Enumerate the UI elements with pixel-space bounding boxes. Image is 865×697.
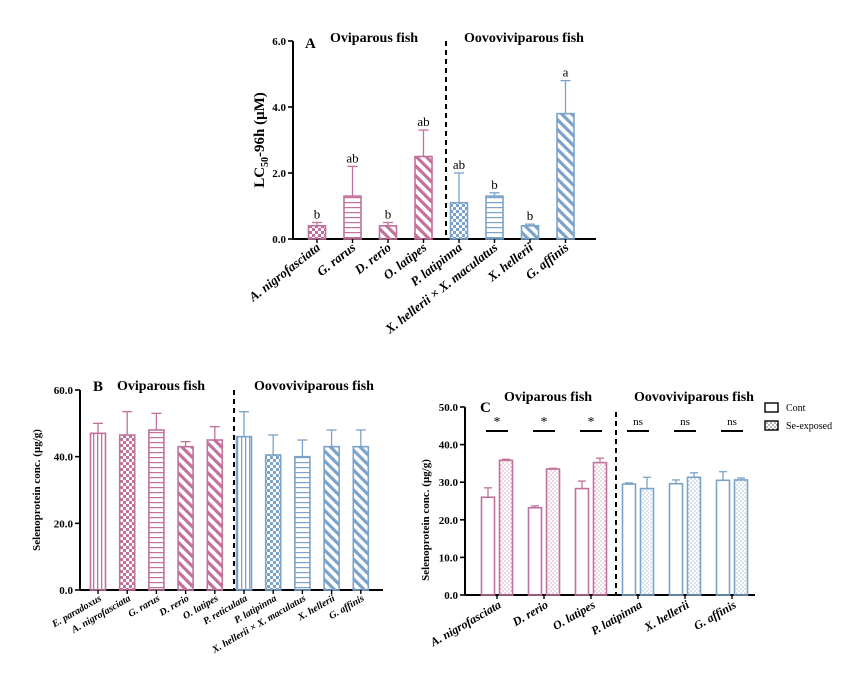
panel-a-significance-letter: b [385,207,392,222]
panel-a-y-tick-label: 2.0 [272,168,286,180]
panel-a-bar-g-affinis [556,112,575,240]
panel-c-bar-cont-a-nigrofasciata [480,496,496,596]
panel-b-bar-g-affinis [352,445,370,591]
panel-b-bar-o-latipes [206,439,224,591]
panel-c-y-tick-label: 0.0 [444,590,458,602]
panel-c-significance-mark: ns [727,416,737,428]
panel-c-bar-cont-p-latipinna [621,483,637,596]
panel-c-bar-se-exposed-x-hellerii [686,476,702,596]
panel-b-bar-p-latipinna [264,454,282,591]
panel-c-chart: 0.0 10.0 20.0 30.0 40.0 50.0 * A. nigrofasciata… [427,402,755,650]
panel-a-significance-letter: b [527,208,534,223]
panel-c-significance-mark: * [541,415,548,430]
panel-a-bar-a-nigrofasciata [307,225,327,240]
panel-c-y-tick-label: 10.0 [439,552,459,564]
panel-b-bar-p-reticulata [235,435,253,591]
panel-c-y-axis-label: Selenoprotein conc. (μg/g) [420,459,432,581]
panel-a-significance-letter: ab [453,157,465,172]
panel-b-bar-a-nigrofasciata [118,434,136,591]
panel-a-letter: A [305,36,316,52]
panel-b-bar-d-rerio [177,445,194,591]
panel-c-title-oviparous: Oviparous fish [504,390,592,405]
panel-c-significance-mark: * [494,415,501,430]
panel-b-y-axis-label: Selenoprotein conc. (μg/g) [31,429,43,551]
panel-b-bar-g-rarus [148,429,165,591]
panel-c-bar-cont-x-hellerii [668,482,684,596]
panel-c-y-tick-label: 50.0 [439,402,459,414]
panel-a-y-tick-label: 0.0 [272,234,286,246]
panel-c-letter: C [480,400,491,416]
panel-c-x-label-a-nigrofasciata: A. nigrofasciata [427,597,504,649]
panel-c-y-tick-label: 20.0 [439,515,459,527]
panel-c-x-label-p-latipinna: P. latipinna [589,597,645,637]
panel-b-title-ovoviviparous: Oovoviviparous fish [254,379,374,394]
panel-a-significance-letter: ab [346,150,358,165]
legend-swatch-cont [764,402,779,413]
panel-b-y-tick-label: 20.0 [54,518,74,530]
panel-b-y-tick-label: 0.0 [59,585,73,597]
panel-c-bar-cont-d-rerio [527,506,543,596]
panel-a-significance-letter: ab [417,114,429,129]
panel-c-bar-se-exposed-o-latipes [592,461,608,596]
panel-a-significance-letter: b [314,207,321,222]
panel-a-bar-d-rerio [378,225,398,240]
panel-c-bar-se-exposed-p-latipinna [639,487,655,596]
panel-b-letter: B [93,379,103,395]
panel-c-y-tick-label: 40.0 [439,440,459,452]
panel-c-x-label-d-rerio: D. rerio [509,597,550,629]
panel-c-bar-se-exposed-g-affinis [733,479,749,596]
panel-a-y-tick-label: 6.0 [272,36,286,48]
panel-c-title-ovoviviparous: Oovoviviparous fish [634,390,754,405]
panel-c-y-tick-label: 30.0 [439,477,459,489]
panel-b-bar-e-paradoxus [89,432,107,591]
panel-b-bar-x-hellerii [323,445,340,591]
panel-c-x-label-g-affinis: G. affinis [691,597,739,633]
panel-b-y-tick-label: 60.0 [54,385,74,397]
legend-swatch-se-exposed [764,420,779,431]
panel-a-x-label-g-rarus: G. rarus [314,240,359,279]
panel-b-x-label-g-rarus: G. rarus [127,593,162,620]
panel-a-bar-x-hellerii [520,225,540,240]
panel-c-significance-mark: * [588,415,595,430]
panel-b-y-tick-label: 40.0 [54,452,74,464]
panel-a-title-ovoviviparous: Oovoviviparous fish [464,31,584,46]
panel-a-significance-letter: b [491,177,498,192]
panel-c-bar-cont-o-latipes [574,487,590,596]
panel-c-bar-se-exposed-d-rerio [545,468,561,596]
panel-c-bar-se-exposed-a-nigrofasciata [498,459,514,596]
panel-c-significance-mark: ns [633,416,643,428]
panel-b-title-oviparous: Oviparous fish [117,379,205,394]
legend-label-se-exposed: Se-exposed [786,421,832,432]
panel-c-x-label-x-hellerii: X. hellerii [641,597,692,635]
panel-a-y-axis-label: LC50-96h (μM) [252,92,271,188]
panel-a-x-label-a-nigrofasciata: A. nigrofasciata [245,239,323,305]
panel-a-bar-o-latipes [414,155,433,240]
panel-c-bar-cont-g-affinis [715,479,731,596]
panel-a-bar-g-rarus [343,195,362,240]
panel-a-title-oviparous: Oviparous fish [330,31,418,46]
panel-a-y-tick-label: 4.0 [272,102,286,114]
panel-c-significance-mark: ns [680,416,690,428]
panel-b-bar-x-hellerii-x-maculatus [294,455,311,591]
legend-label-cont: Cont [786,403,806,414]
panel-a-bar-x-hellerii-x-maculatus [485,195,504,240]
panel-a-significance-letter: a [563,65,569,80]
panel-a-bar-p-latipinna [449,201,469,240]
